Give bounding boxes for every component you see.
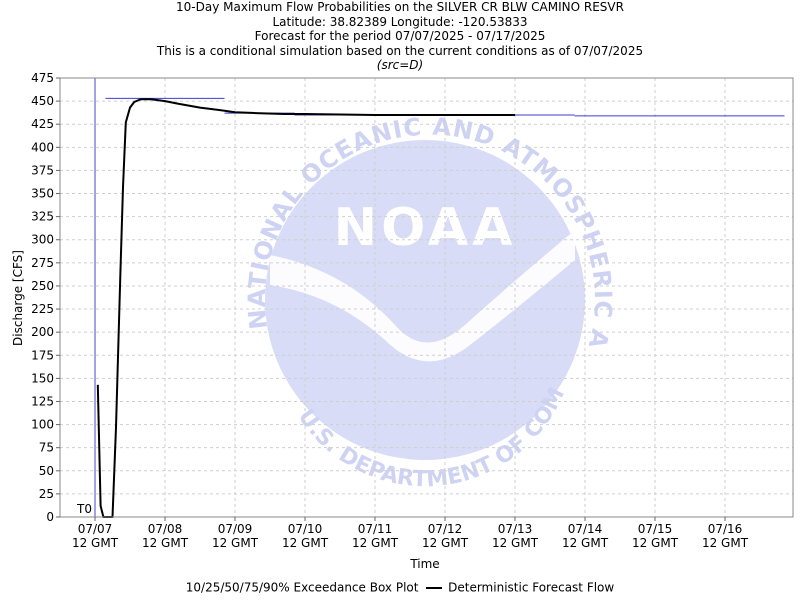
x-tick-label-time: 12 GMT bbox=[282, 536, 329, 550]
y-tick-label: 475 bbox=[31, 71, 54, 85]
y-tick-label: 50 bbox=[39, 464, 54, 478]
x-tick-label-time: 12 GMT bbox=[422, 536, 469, 550]
y-tick-label: 100 bbox=[31, 418, 54, 432]
watermark-logo-text: NOAA bbox=[334, 198, 517, 258]
x-tick-label-date: 07/13 bbox=[498, 522, 533, 536]
chart-condition-note: This is a conditional simulation based o… bbox=[156, 43, 644, 58]
x-tick-label-date: 07/12 bbox=[428, 522, 463, 536]
x-tick-label-time: 12 GMT bbox=[72, 536, 119, 550]
x-tick-label-time: 12 GMT bbox=[562, 536, 609, 550]
x-tick-label-date: 07/10 bbox=[288, 522, 323, 536]
chart-axes: 0 25 50 75 100 125 150 175 200 225 250 275 300 325 350… bbox=[31, 71, 794, 550]
noaa-watermark-logo: NATIONAL OCEANIC AND ATMOSPHERIC ADMINIS… bbox=[0, 0, 616, 493]
y-tick-label: 450 bbox=[31, 94, 54, 108]
watermark-disc bbox=[265, 140, 585, 460]
chart-title-block: 10-Day Maximum Flow Probabilities on the… bbox=[0, 0, 800, 73]
watermark-bird bbox=[270, 230, 575, 362]
x-tick-label-time: 12 GMT bbox=[492, 536, 539, 550]
y-tick-label: 275 bbox=[31, 256, 54, 270]
y-tick-label: 200 bbox=[31, 325, 54, 339]
x-tick-label-date: 07/16 bbox=[708, 522, 743, 536]
legend-line-swatch bbox=[426, 586, 443, 589]
x-tick-label-date: 07/08 bbox=[148, 522, 183, 536]
y-tick-label: 325 bbox=[31, 210, 54, 224]
chart-source: (src=D) bbox=[376, 58, 424, 72]
legend-box-plot-label: 10/25/50/75/90% Exceedance Box Plot bbox=[185, 580, 419, 595]
x-tick-label-date: 07/11 bbox=[358, 522, 393, 536]
y-tick-label: 400 bbox=[31, 140, 54, 154]
y-tick-label: 0 bbox=[46, 510, 54, 524]
y-tick-label: 75 bbox=[39, 441, 54, 455]
x-tick-label-time: 12 GMT bbox=[142, 536, 189, 550]
y-tick-label: 150 bbox=[31, 371, 54, 385]
y-tick-label: 425 bbox=[31, 117, 54, 131]
y-axis-label: Discharge [CFS] bbox=[11, 250, 25, 346]
y-tick-label: 225 bbox=[31, 302, 54, 316]
deterministic-flow-line bbox=[96, 98, 515, 518]
x-tick-label-time: 12 GMT bbox=[702, 536, 749, 550]
x-tick-label-date: 07/07 bbox=[78, 522, 113, 536]
y-tick-label: 125 bbox=[31, 394, 54, 408]
x-tick-label-time: 12 GMT bbox=[632, 536, 679, 550]
x-tick-label-date: 07/15 bbox=[638, 522, 673, 536]
x-axis-label: Time bbox=[409, 557, 439, 571]
x-tick-label-date: 07/14 bbox=[568, 522, 603, 536]
chart-series: T0 bbox=[76, 78, 785, 518]
chart-period: Forecast for the period 07/07/2025 - 07/… bbox=[254, 29, 546, 43]
y-tick-label: 375 bbox=[31, 163, 54, 177]
legend-deterministic-label: Deterministic Forecast Flow bbox=[448, 580, 615, 595]
x-tick-label-time: 12 GMT bbox=[212, 536, 259, 550]
plot-frame bbox=[59, 77, 794, 518]
y-tick-label: 250 bbox=[31, 279, 54, 293]
y-tick-label: 350 bbox=[31, 187, 54, 201]
chart-location: Latitude: 38.82389 Longitude: -120.53833 bbox=[272, 14, 528, 29]
y-tick-label: 25 bbox=[39, 487, 54, 501]
x-tick-label-date: 07/09 bbox=[218, 522, 253, 536]
t0-label: T0 bbox=[76, 502, 92, 516]
chart-title: 10-Day Maximum Flow Probabilities on the… bbox=[176, 0, 624, 14]
y-tick-label: 175 bbox=[31, 348, 54, 362]
y-tick-label: 300 bbox=[31, 233, 54, 247]
chart-legend: 10/25/50/75/90% Exceedance Box Plot Dete… bbox=[0, 580, 800, 595]
x-tick-label-time: 12 GMT bbox=[352, 536, 399, 550]
